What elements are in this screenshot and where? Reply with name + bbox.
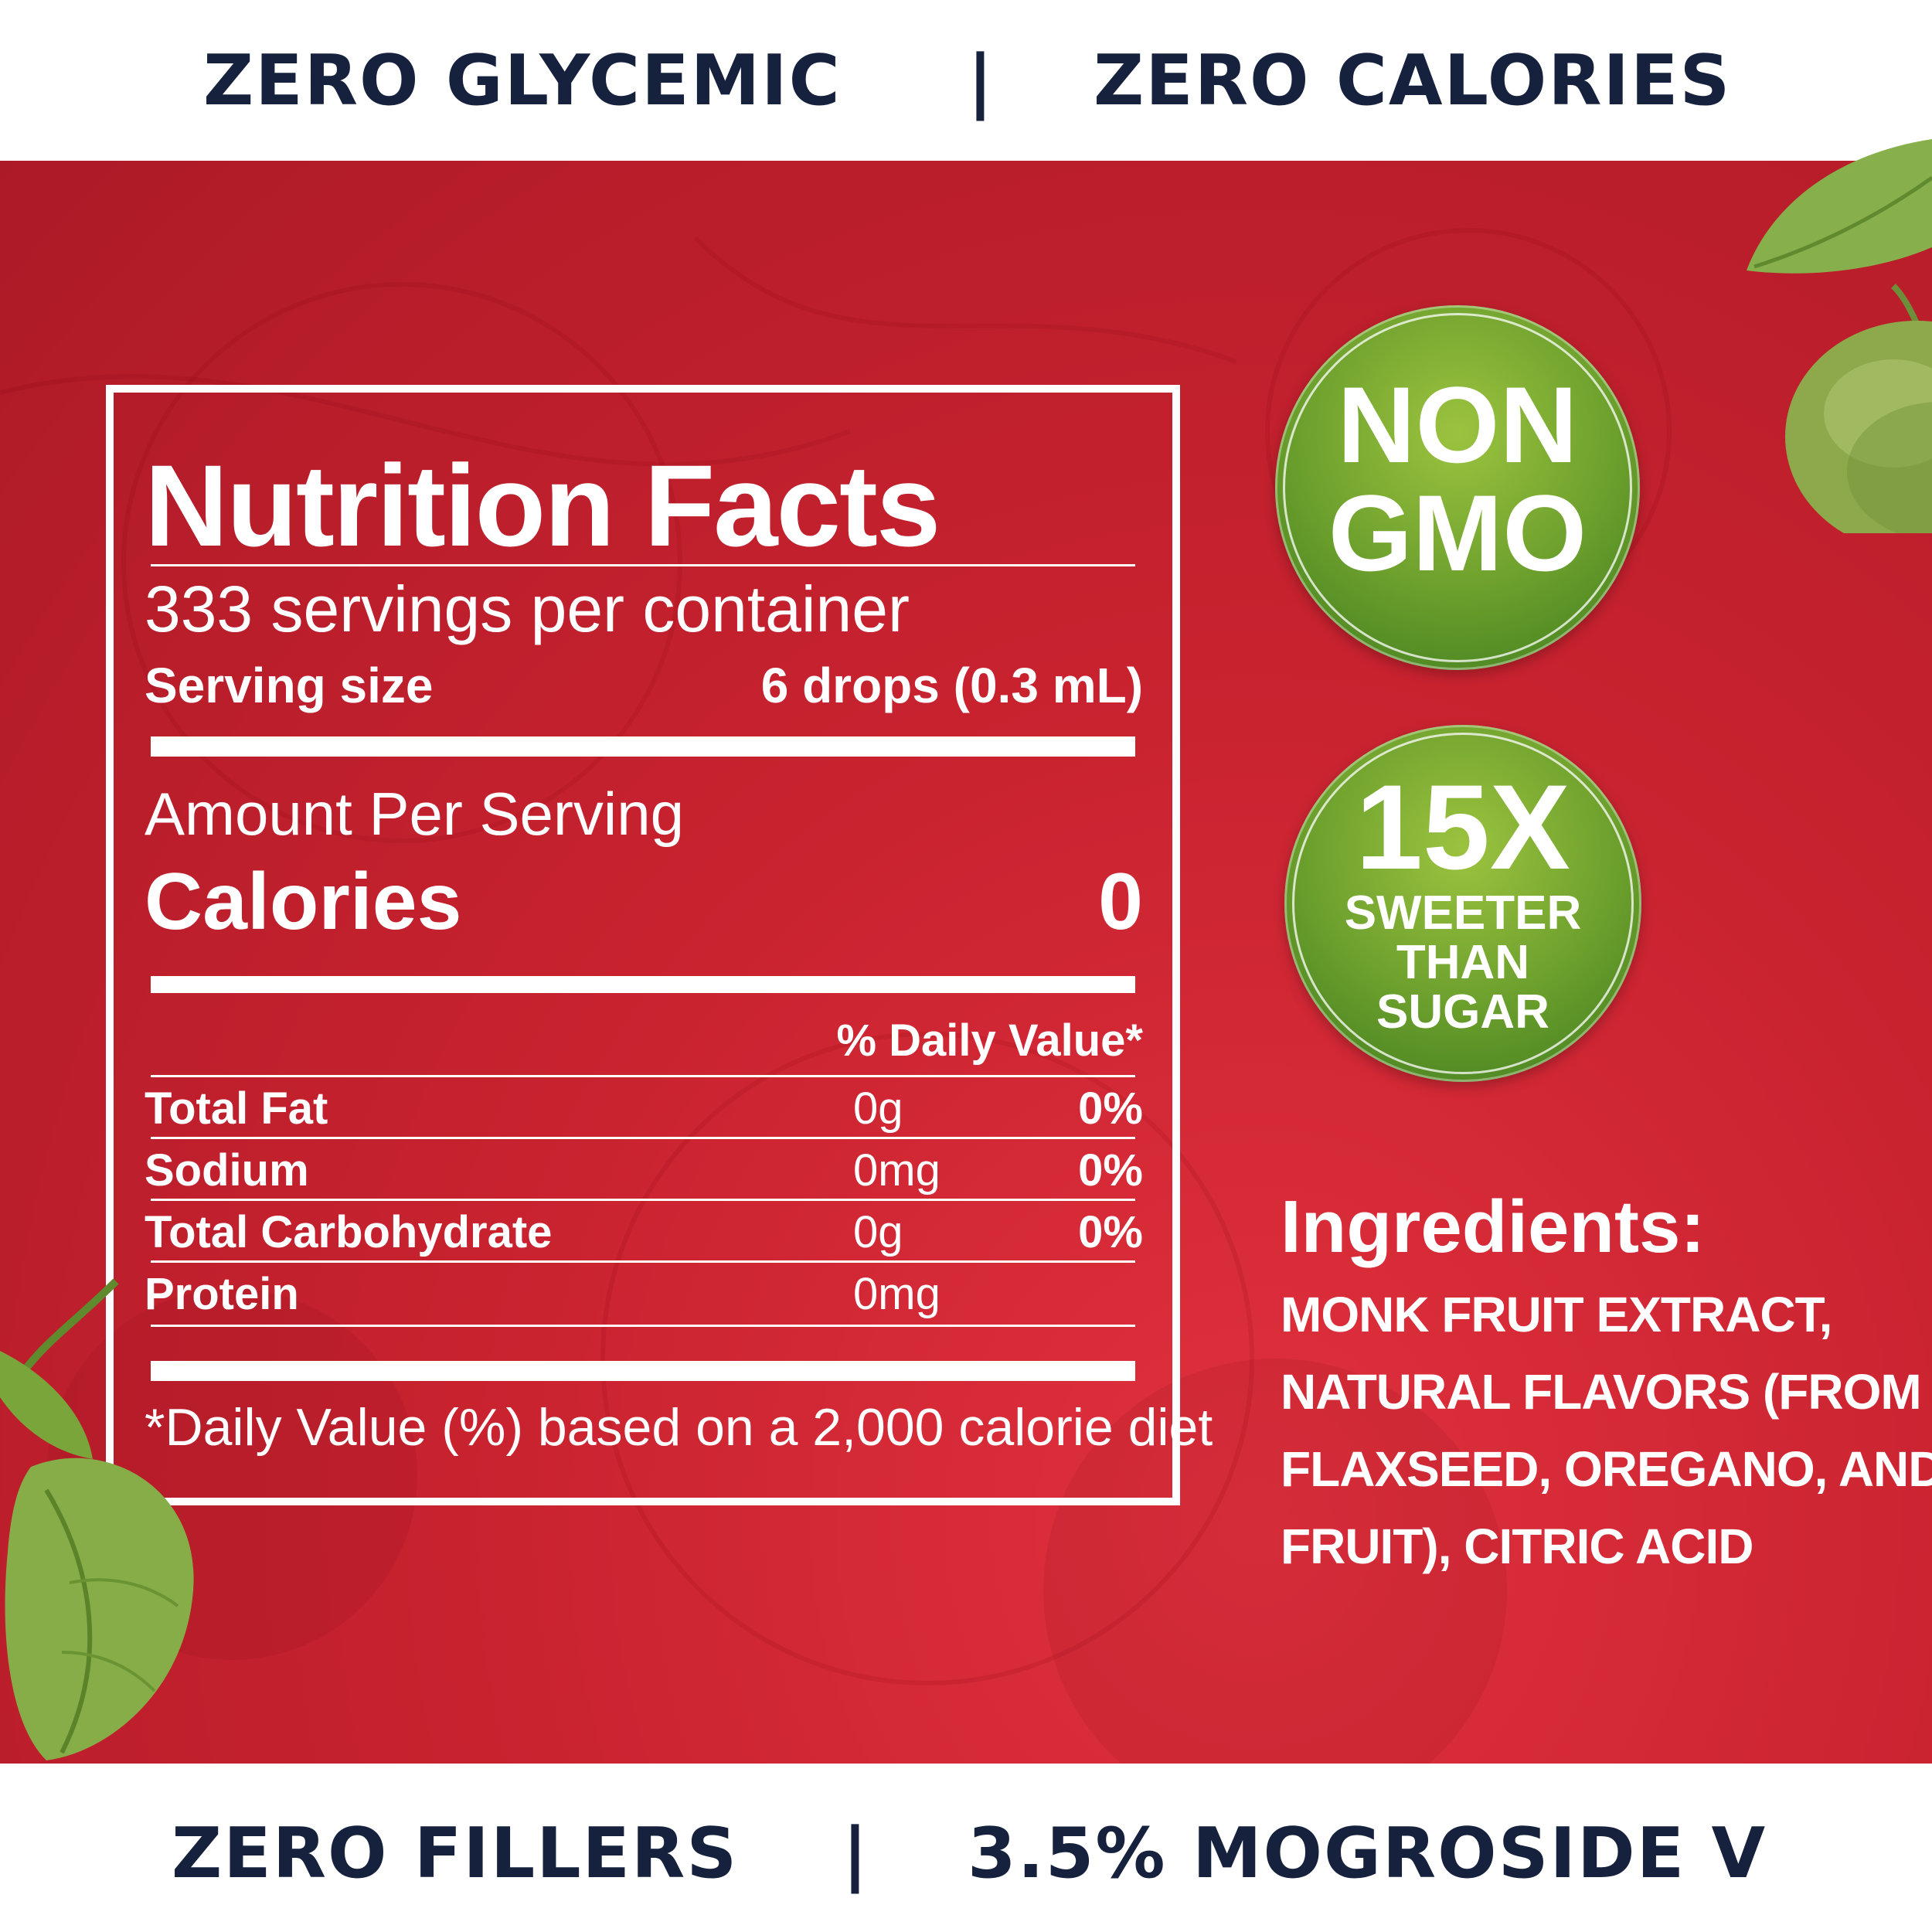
claim-zero-glycemic: ZERO GLYCEMIC — [203, 40, 842, 121]
servings-per-container: 333 servings per container — [145, 573, 910, 645]
claim-divider: | — [842, 1813, 869, 1894]
red-panel: Nutrition Facts 333 servings per contain… — [0, 161, 1932, 1764]
row-carbohydrate-name: Total Carbohydrate — [145, 1207, 553, 1257]
row-total-fat-name: Total Fat — [145, 1083, 328, 1134]
calories-label: Calories — [145, 857, 462, 947]
ingredients-heading: Ingredients: — [1281, 1185, 1706, 1268]
row-sodium-amount: 0mg — [853, 1145, 940, 1196]
sweeter-multiplier: 15X — [1355, 760, 1570, 895]
leaves-icon — [0, 1278, 194, 1760]
ingredients-section: Ingredients: MONK FRUIT EXTRACT, NATURAL… — [1281, 1185, 1932, 1585]
bottom-banner: ZERO FILLERS | 3.5% MOGROSIDE V — [0, 1764, 1932, 1932]
sweeter-line3: THAN — [1396, 936, 1530, 989]
ingredients-line: MONK FRUIT EXTRACT, — [1281, 1287, 1832, 1342]
divider-thick — [151, 1361, 1135, 1381]
serving-size-value: 6 drops (0.3 mL) — [760, 658, 1143, 713]
monk-fruit-icon — [1747, 139, 1932, 533]
row-total-fat-amount: 0g — [853, 1083, 903, 1134]
non-gmo-line2: GMO — [1328, 472, 1587, 594]
claim-zero-fillers: ZERO FILLERS — [172, 1813, 739, 1894]
divider-thin — [151, 1325, 1135, 1327]
claim-zero-calories: ZERO CALORIES — [1094, 40, 1732, 121]
daily-value-footnote: *Daily Value (%) based on a 2,000 calori… — [145, 1398, 1213, 1457]
nutrition-facts-title: Nutrition Facts — [145, 440, 940, 570]
row-protein-name: Protein — [145, 1269, 299, 1319]
row-carbohydrate-amount: 0g — [853, 1207, 903, 1257]
ingredients-line: FRUIT), CITRIC ACID — [1281, 1519, 1753, 1574]
serving-size-label: Serving size — [145, 658, 434, 713]
top-banner: ZERO GLYCEMIC | ZERO CALORIES — [0, 0, 1932, 161]
row-sodium-name: Sodium — [145, 1145, 309, 1196]
sweeter-than-sugar-badge: 15X SWEETER THAN SUGAR — [1284, 725, 1641, 1082]
nutrition-facts-panel: Nutrition Facts 333 servings per contain… — [106, 385, 1213, 1505]
ingredients-line: NATURAL FLAVORS (FROM — [1281, 1364, 1922, 1420]
badge-ring — [1283, 313, 1632, 662]
ingredients-line: FLAXSEED, OREGANO, AND — [1281, 1441, 1932, 1497]
claim-mogroside: 3.5% MOGROSIDE V — [968, 1813, 1767, 1894]
non-gmo-line1: NON — [1337, 364, 1578, 485]
row-sodium-dv: 0% — [1078, 1145, 1143, 1196]
row-carbohydrate-dv: 0% — [1078, 1207, 1143, 1257]
daily-value-header: % Daily Value* — [836, 1015, 1143, 1066]
row-protein-amount: 0mg — [853, 1269, 940, 1319]
row-total-fat-dv: 0% — [1078, 1083, 1143, 1134]
divider-thin — [151, 1137, 1135, 1139]
sweeter-line4: SUGAR — [1376, 985, 1549, 1039]
divider-medium — [151, 976, 1135, 993]
divider-thin — [151, 1075, 1135, 1077]
calories-value: 0 — [1098, 857, 1143, 947]
non-gmo-badge: NON GMO — [1275, 305, 1640, 670]
divider-thin — [151, 1260, 1135, 1263]
badge-ring — [1292, 733, 1634, 1074]
divider-thin — [151, 1199, 1135, 1201]
claim-divider: | — [968, 40, 995, 121]
divider-thick — [151, 736, 1135, 757]
amount-per-serving: Amount Per Serving — [145, 780, 685, 848]
divider-thin — [151, 564, 1135, 566]
sweeter-line2: SWEETER — [1344, 886, 1582, 940]
